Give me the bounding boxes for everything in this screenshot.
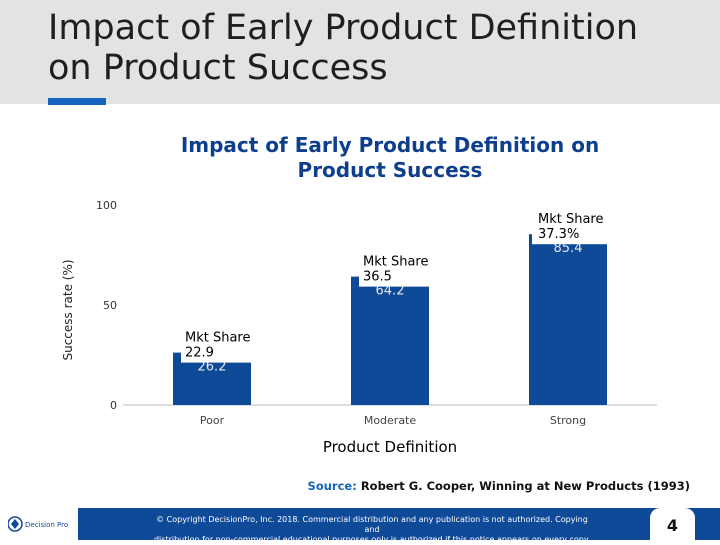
copyright-line-1: © Copyright DecisionPro, Inc. 2018. Comm… <box>156 515 588 534</box>
value-label: 64.2 <box>376 284 405 299</box>
market-share-annotation: Mkt Share <box>538 212 604 227</box>
x-tick-label: Poor <box>200 414 225 427</box>
market-share-annotation: 36.5 <box>363 270 392 285</box>
logo-text: Decision Pro <box>25 521 68 529</box>
page-number-badge: 4 <box>650 508 695 540</box>
market-share-annotation: Mkt Share <box>185 331 251 346</box>
market-share-annotation: 22.9 <box>185 346 214 361</box>
page-number: 4 <box>666 516 679 535</box>
footer-band <box>78 508 720 540</box>
annotation-background <box>532 210 610 245</box>
x-axis-label: Product Definition <box>322 438 458 456</box>
bar-moderate <box>351 276 429 405</box>
slide-title: Impact of Early Product Definition on Pr… <box>48 8 639 88</box>
market-share-annotation: Mkt Share <box>363 255 429 270</box>
y-tick-label: 100 <box>96 199 117 212</box>
x-tick-label: Strong <box>550 414 586 427</box>
source-citation: Source: Robert G. Cooper, Winning at New… <box>200 479 690 493</box>
source-label: Source: <box>307 479 357 493</box>
title-band <box>0 0 720 104</box>
copyright-notice: © Copyright DecisionPro, Inc. 2018. Comm… <box>152 515 592 545</box>
y-axis-label: Success rate (%) <box>61 259 75 360</box>
annotation-background <box>181 328 259 363</box>
footer: Decision Pro © Copyright DecisionPro, In… <box>0 508 720 544</box>
bar-strong <box>529 234 607 405</box>
source-text: Robert G. Cooper, Winning at New Product… <box>360 479 690 493</box>
value-label: 26.2 <box>198 360 227 375</box>
value-label: 85.4 <box>554 241 583 256</box>
market-share-annotation: 37.3% <box>538 227 579 242</box>
y-tick-label: 0 <box>110 399 117 412</box>
copyright-line-2: distribution for non-commercial educatio… <box>153 535 591 544</box>
footer-logo-area: Decision Pro <box>0 508 78 540</box>
chart-title: Impact of Early Product Definition on Pr… <box>180 133 600 182</box>
x-tick-label: Moderate <box>364 414 417 427</box>
y-tick-label: 50 <box>103 299 117 312</box>
annotation-background <box>359 252 437 287</box>
title-accent-bar <box>48 98 106 105</box>
decision-pro-logo: Decision Pro <box>8 516 68 532</box>
